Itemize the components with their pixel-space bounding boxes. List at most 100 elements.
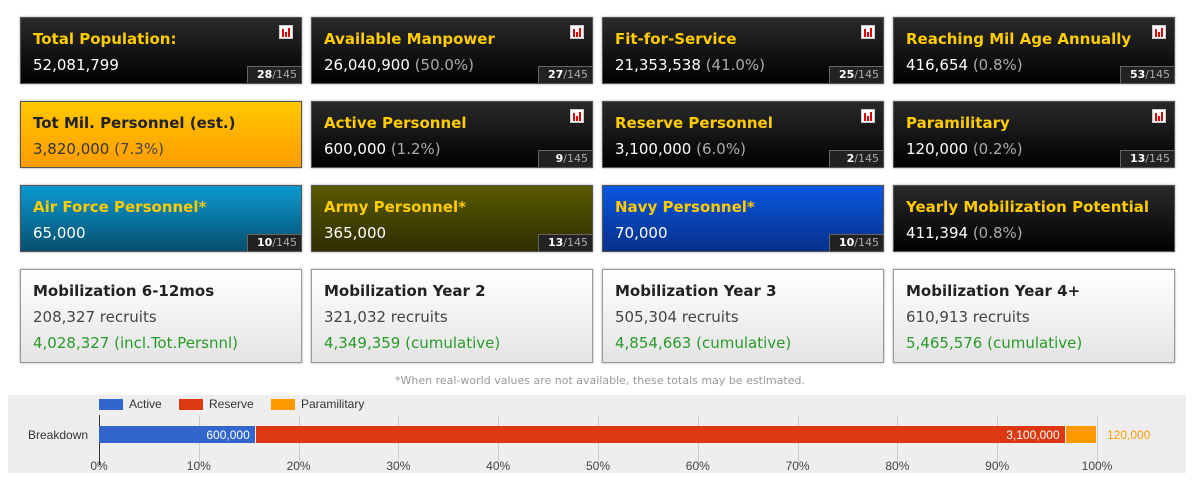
estimate-note: *When real-world values are not availabl… <box>395 374 805 387</box>
value-percent: (50.0%) <box>414 56 475 74</box>
legend-item[interactable]: Reserve <box>179 397 254 411</box>
value-number: 3,820,000 <box>33 140 110 158</box>
stat-card[interactable]: Yearly Mobilization Potential 411,394 (0… <box>893 185 1175 252</box>
stat-card[interactable]: Mobilization 6-12mos 208,327 recruits 4,… <box>20 269 302 363</box>
card-value: 411,394 (0.8%) <box>906 224 1023 242</box>
rank-badge[interactable]: 28/145 <box>247 66 301 83</box>
card-title: Army Personnel* <box>324 198 466 216</box>
x-tick-label: 40% <box>486 459 511 473</box>
rank: 28 <box>256 68 273 81</box>
stat-card[interactable]: Air Force Personnel* 65,000 10/145 <box>20 185 302 252</box>
rank-badge[interactable]: 9/145 <box>538 150 592 167</box>
value-percent: (6.0%) <box>696 140 746 158</box>
cumulative-value: 4,349,359 (cumulative) <box>324 334 501 352</box>
card-title: Mobilization Year 4+ <box>906 282 1081 300</box>
legend-swatch <box>99 398 123 410</box>
rank-badge[interactable]: 13/145 <box>1120 150 1174 167</box>
value-number: 610,913 recruits <box>906 308 1030 326</box>
rank-total: /145 <box>563 236 588 249</box>
bar-value-label: 3,100,000 <box>1006 428 1060 442</box>
rank-badge[interactable]: 13/145 <box>538 234 592 251</box>
legend-item[interactable]: Active <box>99 397 162 411</box>
legend-item[interactable]: Paramilitary <box>271 397 364 411</box>
value-number: 416,654 <box>906 56 969 74</box>
rank-badge[interactable]: 10/145 <box>829 234 883 251</box>
stat-card[interactable]: Navy Personnel* 70,000 10/145 <box>602 185 884 252</box>
bar-segment-reserve[interactable] <box>255 426 1065 443</box>
bar-chart-icon[interactable] <box>1152 25 1166 39</box>
card-value: 26,040,900 (50.0%) <box>324 56 474 74</box>
stat-card[interactable]: Paramilitary 120,000 (0.2%) 13/145 <box>893 101 1175 168</box>
stat-card[interactable]: Mobilization Year 4+ 610,913 recruits 5,… <box>893 269 1175 363</box>
card-title: Navy Personnel* <box>615 198 755 216</box>
bar-segment-active[interactable] <box>99 426 255 443</box>
x-tick-label: 50% <box>585 459 611 473</box>
stat-card[interactable]: Army Personnel* 365,000 13/145 <box>311 185 593 252</box>
bar-chart-icon[interactable] <box>861 109 875 123</box>
card-title: Fit-for-Service <box>615 30 737 48</box>
stat-card[interactable]: Mobilization Year 3 505,304 recruits 4,8… <box>602 269 884 363</box>
card-title: Tot Mil. Personnel (est.) <box>33 114 236 132</box>
breakdown-chart: Breakdown Active Reserve Paramilitary 0% 10%… <box>8 395 1186 473</box>
stat-card[interactable]: Reserve Personnel 3,100,000 (6.0%) 2/145 <box>602 101 884 168</box>
card-value: 610,913 recruits <box>906 308 1030 326</box>
value-number: 208,327 recruits <box>33 308 157 326</box>
rank-total: /145 <box>854 152 879 165</box>
bar-chart-icon[interactable] <box>861 25 875 39</box>
x-tick-label: 90% <box>985 459 1010 473</box>
value-number: 600,000 <box>324 140 387 158</box>
card-value: 208,327 recruits <box>33 308 157 326</box>
rank-badge[interactable]: 53/145 <box>1120 66 1174 83</box>
rank: 13 <box>547 236 564 249</box>
stat-card[interactable]: Tot Mil. Personnel (est.) 3,820,000 (7.3… <box>20 101 302 168</box>
value-percent: (1.2%) <box>390 140 441 158</box>
value-percent: (0.2%) <box>972 140 1023 158</box>
bar-chart-icon[interactable] <box>570 25 584 39</box>
stat-card[interactable]: Fit-for-Service 21,353,538 (41.0%) 25/145 <box>602 17 884 84</box>
card-title: Reserve Personnel <box>615 114 773 132</box>
value-number: 365,000 <box>324 224 387 242</box>
rank: 2 <box>846 152 855 165</box>
rank-total: /145 <box>563 152 588 165</box>
rank-badge[interactable]: 2/145 <box>829 150 883 167</box>
rank-badge[interactable]: 25/145 <box>829 66 883 83</box>
bar-value-label: 120,000 <box>1107 428 1151 442</box>
rank-badge[interactable]: 27/145 <box>538 66 592 83</box>
stat-card[interactable]: Available Manpower 26,040,900 (50.0%) 27/… <box>311 17 593 84</box>
card-value: 365,000 <box>324 224 386 242</box>
x-tick-label: 60% <box>685 459 710 473</box>
bar-chart-icon[interactable] <box>570 109 584 123</box>
card-title: Mobilization Year 3 <box>615 282 777 300</box>
rank: 25 <box>838 68 855 81</box>
rank: 27 <box>547 68 564 81</box>
card-value: 505,304 recruits <box>615 308 739 326</box>
stat-card[interactable]: Reaching Mil Age Annually 416,654 (0.8%)… <box>893 17 1175 84</box>
legend-label: Paramilitary <box>301 397 365 411</box>
legend-swatch <box>271 398 295 410</box>
value-percent: (41.0%) <box>705 56 766 74</box>
legend-label: Reserve <box>209 397 254 411</box>
stat-card[interactable]: Total Population: 52,081,799 28/145 <box>20 17 302 84</box>
rank-badge[interactable]: 10/145 <box>247 234 301 251</box>
stat-card[interactable]: Mobilization Year 2 321,032 recruits 4,3… <box>311 269 593 363</box>
bar-segment-paramilitary[interactable] <box>1065 426 1096 443</box>
cumulative-value: 4,854,663 (cumulative) <box>615 334 792 352</box>
bar-chart-icon[interactable] <box>1152 109 1166 123</box>
bar-value-label: 600,000 <box>206 428 250 442</box>
x-tick-label: 0% <box>90 459 108 473</box>
x-tick-label: 30% <box>386 459 411 473</box>
bar-chart-icon[interactable] <box>279 25 293 39</box>
value-number: 26,040,900 <box>324 56 410 74</box>
card-value: 321,032 recruits <box>324 308 448 326</box>
card-value: 120,000 (0.2%) <box>906 140 1023 158</box>
x-tick-label: 100% <box>1081 459 1113 473</box>
rank: 13 <box>1129 152 1146 165</box>
card-value: 70,000 <box>615 224 668 242</box>
rank-total: /145 <box>1145 68 1170 81</box>
value-number: 321,032 recruits <box>324 308 448 326</box>
legend-label: Active <box>129 397 162 411</box>
stat-card[interactable]: Active Personnel 600,000 (1.2%) 9/145 <box>311 101 593 168</box>
value-number: 52,081,799 <box>33 56 119 74</box>
rank: 53 <box>1129 68 1146 81</box>
card-title: Mobilization 6-12mos <box>33 282 215 300</box>
